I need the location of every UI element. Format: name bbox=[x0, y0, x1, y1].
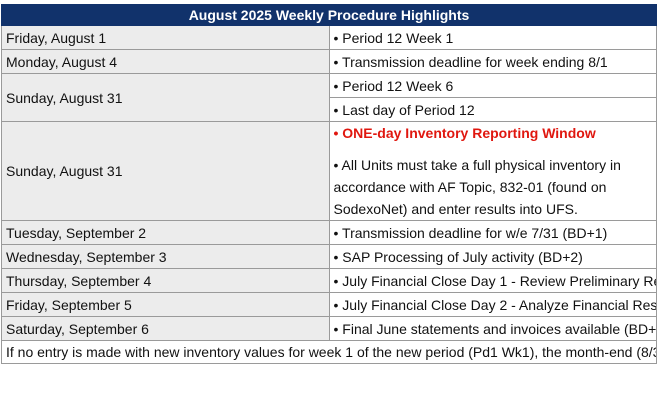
row-item: • SAP Processing of July activity (BD+2) bbox=[328, 244, 657, 269]
table-row: If no entry is made with new inventory v… bbox=[1, 340, 657, 364]
row-date: Saturday, September 6 bbox=[1, 316, 330, 341]
row-date: Wednesday, September 3 bbox=[1, 244, 330, 269]
table-row: Tuesday, September 2 • Transmission dead… bbox=[1, 220, 657, 245]
row-date: Monday, August 4 bbox=[1, 49, 330, 74]
procedure-highlights-table: August 2025 Weekly Procedure Highlights … bbox=[1, 4, 657, 364]
row-date: Thursday, September 4 bbox=[1, 268, 330, 293]
spacer bbox=[334, 144, 653, 154]
table-row: Wednesday, September 3 • SAP Processing … bbox=[1, 244, 657, 269]
row-item: • July Financial Close Day 2 - Analyze F… bbox=[328, 292, 657, 317]
table-row: Monday, August 4 • Transmission deadline… bbox=[1, 49, 657, 74]
row-item: • Transmission deadline for week ending … bbox=[328, 49, 657, 74]
table-row: • Last day of Period 12 bbox=[2, 97, 657, 122]
table-title: August 2025 Weekly Procedure Highlights bbox=[1, 4, 657, 26]
inventory-window-detail: • All Units must take a full physical in… bbox=[333, 157, 621, 217]
table-row: Sunday, August 31 • Period 12 Week 6 bbox=[1, 73, 657, 122]
row-item: • Transmission deadline for w/e 7/31 (BD… bbox=[328, 220, 657, 245]
footer-note: If no entry is made with new inventory v… bbox=[1, 340, 657, 364]
row-date: Sunday, August 31 bbox=[1, 73, 330, 122]
row-date: Friday, September 5 bbox=[1, 292, 330, 317]
row-item: • Last day of Period 12 bbox=[328, 97, 657, 122]
table-row: Friday, September 5 • July Financial Clo… bbox=[1, 292, 657, 317]
table-row: Saturday, September 6 • Final June state… bbox=[1, 316, 657, 341]
row-date: Sunday, August 31 bbox=[1, 121, 330, 221]
row-date: Friday, August 1 bbox=[1, 25, 330, 50]
row-item: • Period 12 Week 6 bbox=[328, 73, 657, 98]
row-date: Tuesday, September 2 bbox=[1, 220, 330, 245]
inventory-window-cell: • ONE-day Inventory Reporting Window • A… bbox=[328, 121, 657, 221]
table-row: Sunday, August 31 • ONE-day Inventory Re… bbox=[1, 121, 657, 221]
table-row: Friday, August 1 • Period 12 Week 1 bbox=[1, 25, 657, 50]
row-item: • Period 12 Week 1 bbox=[328, 25, 657, 50]
inventory-window-heading: • ONE-day Inventory Reporting Window bbox=[333, 125, 596, 141]
row-item: • Final June statements and invoices ava… bbox=[328, 316, 657, 341]
table-row: Thursday, September 4 • July Financial C… bbox=[1, 268, 657, 293]
row-item: • July Financial Close Day 1 - Review Pr… bbox=[328, 268, 657, 293]
